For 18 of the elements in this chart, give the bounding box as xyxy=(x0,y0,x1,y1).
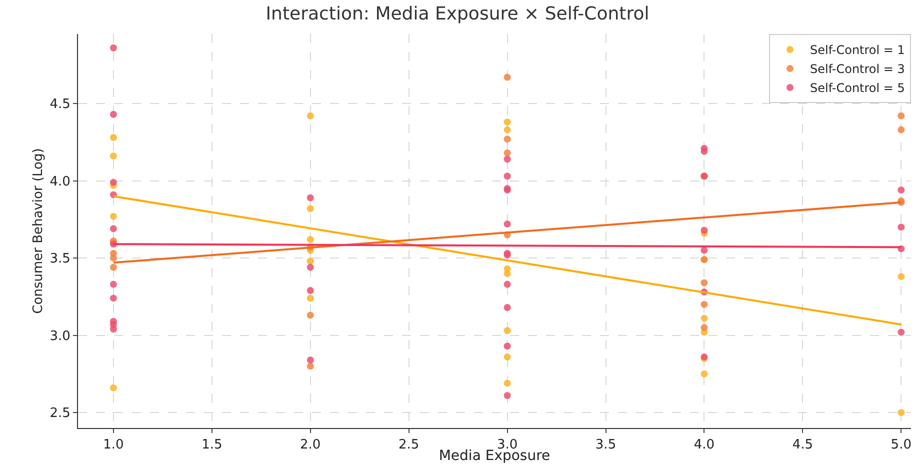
chart-title: Interaction: Media Exposure × Self-Control xyxy=(266,4,650,25)
x-tick-label: 5.0 xyxy=(890,438,912,453)
y-tick-label: 3.5 xyxy=(50,252,70,267)
legend-label: Self-Control = 5 xyxy=(810,81,905,96)
y-axis-title: Consumer Behavior (Log) xyxy=(31,148,46,314)
y-tick-label: 3.0 xyxy=(50,328,70,344)
y-tick-label: 4.5 xyxy=(50,97,70,112)
y-tick-label: 4.0 xyxy=(50,174,70,190)
x-tick-label: 1.0 xyxy=(103,438,124,453)
legend-label: Self-Control = 3 xyxy=(810,62,905,76)
x-tick-label: 1.5 xyxy=(202,438,222,453)
x-tick-label: 4.5 xyxy=(792,438,814,453)
y-tick-label: 2.5 xyxy=(50,406,70,422)
legend-label: Self-Control = 1 xyxy=(810,43,905,58)
x-tick-label: 3.5 xyxy=(595,438,616,453)
x-tick-label: 2.0 xyxy=(300,438,321,453)
x-tick-label: 2.5 xyxy=(398,438,420,453)
x-tick-label: 4.0 xyxy=(694,438,715,453)
